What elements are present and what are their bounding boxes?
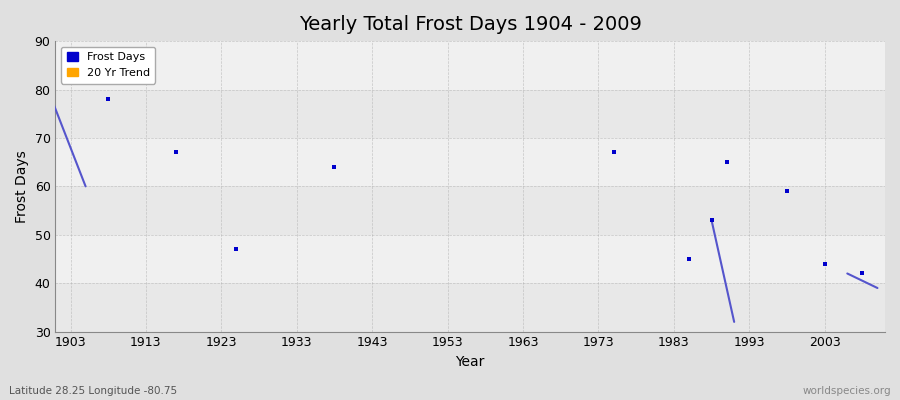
Text: worldspecies.org: worldspecies.org	[803, 386, 891, 396]
Point	[705, 217, 719, 224]
Point	[101, 96, 115, 102]
Bar	[56, 186, 885, 235]
Bar	[56, 283, 885, 332]
Legend: Frost Days, 20 Yr Trend: Frost Days, 20 Yr Trend	[61, 47, 155, 84]
Title: Yearly Total Frost Days 1904 - 2009: Yearly Total Frost Days 1904 - 2009	[299, 15, 642, 34]
Bar	[56, 138, 885, 186]
Point	[719, 159, 733, 165]
Point	[230, 246, 244, 252]
Bar	[56, 235, 885, 283]
Point	[328, 164, 342, 170]
Text: Latitude 28.25 Longitude -80.75: Latitude 28.25 Longitude -80.75	[9, 386, 177, 396]
Point	[779, 188, 794, 194]
Bar	[56, 90, 885, 138]
X-axis label: Year: Year	[455, 355, 485, 369]
Point	[817, 261, 832, 267]
Point	[681, 256, 696, 262]
Y-axis label: Frost Days: Frost Days	[15, 150, 29, 223]
Bar	[56, 41, 885, 90]
Point	[169, 149, 184, 156]
Point	[607, 149, 621, 156]
Point	[855, 270, 869, 277]
